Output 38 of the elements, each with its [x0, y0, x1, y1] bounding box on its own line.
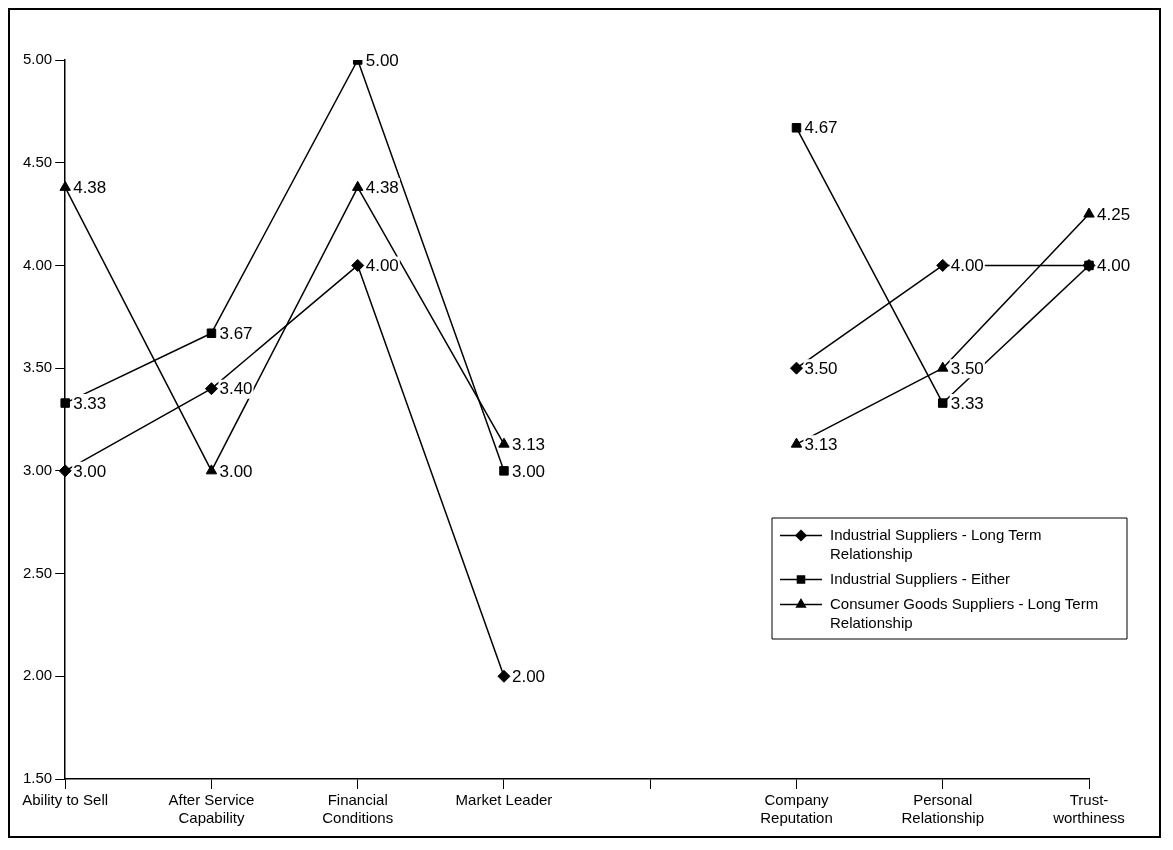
data-label: 4.38: [365, 178, 399, 198]
data-label: 3.33: [950, 393, 984, 413]
data-label: 4.00: [365, 256, 399, 276]
x-tick-label: Ability to Sell: [22, 791, 109, 809]
data-label: 3.00: [511, 461, 546, 481]
y-tick-label: 3.50: [22, 358, 53, 376]
data-label: 2.00: [511, 666, 546, 686]
legend-label: Consumer Goods Suppliers - Long Term Relationship: [830, 594, 1099, 631]
x-tick-label: After Service Capability: [168, 791, 255, 827]
y-tick-label: 5.00: [22, 50, 53, 68]
data-label: 4.00: [950, 256, 984, 276]
x-tick-label: Company Reputation: [760, 791, 833, 827]
data-label: 4.38: [73, 178, 107, 198]
data-label: 3.33: [73, 393, 107, 413]
y-tick-label: 1.50: [22, 769, 53, 787]
data-label: 5.00: [365, 50, 399, 70]
data-label: 3.00: [219, 461, 253, 481]
data-label: 4.25: [1097, 204, 1131, 224]
data-label: 3.00: [73, 461, 107, 481]
x-tick-label: Trust-worthiness: [1052, 791, 1125, 827]
x-tick-label: Financial Conditions: [322, 791, 394, 827]
data-label: 3.67: [219, 323, 253, 343]
data-label: 3.40: [219, 379, 253, 399]
data-label: 4.67: [804, 118, 838, 138]
y-tick-label: 4.50: [22, 152, 53, 170]
data-label: 4.00: [1097, 256, 1131, 276]
y-tick-label: 4.00: [22, 255, 53, 273]
data-label: 3.50: [804, 358, 838, 378]
y-tick-label: 2.00: [22, 666, 53, 684]
legend-label: Industrial Suppliers - Long Term Relationship: [830, 525, 1042, 562]
legend-label: Industrial Suppliers - Either: [830, 569, 1011, 587]
data-label: 3.50: [950, 358, 984, 378]
data-label: 3.13: [804, 434, 838, 454]
x-tick-label: Market Leader: [455, 791, 553, 809]
y-tick-label: 2.50: [22, 563, 53, 581]
x-tick-label: Personal Relationship: [901, 791, 985, 827]
y-tick-label: 3.00: [22, 461, 53, 478]
data-label: 3.13: [511, 434, 546, 454]
